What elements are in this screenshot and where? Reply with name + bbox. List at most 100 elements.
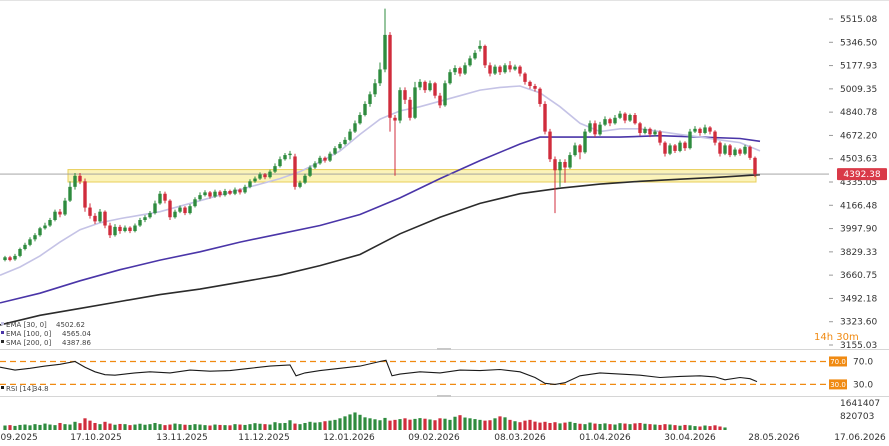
candle-body bbox=[433, 83, 437, 96]
candle bbox=[53, 209, 57, 222]
candle bbox=[543, 101, 547, 135]
candle-body bbox=[513, 66, 517, 70]
candle-body bbox=[728, 145, 732, 156]
candle-body bbox=[208, 192, 212, 197]
volume-bar bbox=[398, 419, 402, 430]
volume-bar bbox=[538, 422, 542, 430]
candle-body bbox=[658, 131, 662, 143]
candle bbox=[413, 81, 417, 120]
ema100-legend-label: EMA [100, 0] bbox=[6, 330, 51, 338]
volume-bar bbox=[598, 423, 602, 430]
volume-bar bbox=[123, 424, 127, 430]
candle bbox=[188, 204, 192, 215]
candle bbox=[423, 80, 427, 93]
rsi-overbought-badge bbox=[829, 356, 847, 367]
candle-body bbox=[393, 117, 397, 121]
volume-bar bbox=[228, 425, 232, 430]
candle bbox=[73, 173, 77, 190]
candle-body bbox=[688, 131, 692, 149]
rsi-panel-resize-handle[interactable] bbox=[437, 348, 451, 350]
candle bbox=[473, 50, 477, 60]
candle-body bbox=[398, 90, 402, 121]
candle-body bbox=[68, 186, 72, 201]
price-axis-tick-label: 5177.93 bbox=[840, 62, 877, 72]
candle-body bbox=[193, 199, 197, 207]
volume-bar bbox=[78, 423, 82, 430]
candle bbox=[578, 144, 582, 160]
candle-body bbox=[23, 244, 27, 250]
candle bbox=[483, 44, 487, 69]
time-axis-label: 11.12.2025 bbox=[238, 433, 290, 443]
time-axis-label: 08.03.2026 bbox=[494, 433, 546, 443]
candle-body bbox=[718, 142, 722, 154]
price-axis-tick-label: 3660.75 bbox=[840, 271, 877, 281]
candle-body bbox=[738, 149, 742, 154]
candle bbox=[388, 32, 392, 132]
volume-bar bbox=[698, 426, 702, 430]
sma200-legend-value: 4387.86 bbox=[62, 339, 91, 347]
candle bbox=[688, 128, 692, 150]
candle bbox=[448, 69, 452, 85]
candle bbox=[408, 97, 412, 121]
candle-body bbox=[78, 175, 82, 182]
candle bbox=[278, 156, 282, 168]
candle bbox=[568, 152, 572, 169]
candle-body bbox=[358, 115, 362, 124]
volume-bar bbox=[418, 418, 422, 430]
time-axis-label: 17.10.2025 bbox=[70, 433, 122, 443]
volume-bar bbox=[488, 420, 492, 430]
candle-body bbox=[448, 72, 452, 84]
price-axis[interactable]: 5515.08 5346.50 5177.93 5009.35 4840.78 4672.… bbox=[829, 15, 877, 351]
time-axis[interactable]: 17.09.2025 17.10.2025 13.11.2025 11.12.2025… bbox=[0, 433, 886, 443]
volume-panel-resize-handle[interactable] bbox=[437, 395, 451, 397]
candle bbox=[83, 178, 87, 212]
volume-bar bbox=[458, 415, 462, 430]
candle-body bbox=[558, 161, 562, 171]
candle bbox=[558, 159, 562, 187]
volume-bar bbox=[688, 425, 692, 430]
volume-bar bbox=[448, 419, 452, 430]
volume-bar bbox=[528, 419, 532, 430]
volume-bar bbox=[178, 424, 182, 430]
candle-body bbox=[368, 94, 372, 104]
volume-bar bbox=[38, 424, 42, 430]
candle-body bbox=[453, 68, 457, 73]
candle bbox=[263, 173, 267, 180]
volume-bar bbox=[113, 424, 117, 430]
volume-bar bbox=[653, 424, 657, 430]
candle bbox=[8, 255, 12, 262]
volume-bar bbox=[323, 421, 327, 430]
candle-body bbox=[488, 65, 492, 74]
candle bbox=[333, 146, 337, 156]
candle bbox=[173, 209, 177, 219]
candle bbox=[248, 179, 252, 189]
candle-body bbox=[678, 142, 682, 151]
volume-bar bbox=[128, 425, 132, 430]
sma200-legend-swatch bbox=[1, 340, 4, 343]
candle-body bbox=[103, 211, 107, 226]
candle-body bbox=[238, 189, 242, 193]
candle bbox=[398, 87, 402, 124]
candle-body bbox=[618, 113, 622, 118]
candle-body bbox=[508, 65, 512, 70]
candle-body bbox=[28, 239, 32, 245]
candle bbox=[198, 192, 202, 201]
candle bbox=[508, 61, 512, 73]
candle bbox=[623, 112, 627, 124]
volume-bar bbox=[203, 425, 207, 430]
candle bbox=[228, 189, 232, 196]
volume-bar bbox=[503, 417, 507, 430]
candle bbox=[523, 72, 527, 85]
support-zone bbox=[67, 169, 757, 183]
candle bbox=[313, 161, 317, 169]
volume-bar bbox=[168, 424, 172, 430]
candle-body bbox=[133, 225, 137, 232]
volume-bar bbox=[588, 422, 592, 430]
candle-body bbox=[638, 123, 642, 133]
volume-bar bbox=[13, 425, 17, 430]
candle bbox=[658, 130, 662, 146]
price-axis-tick-label: 5515.08 bbox=[840, 15, 877, 25]
candle-body bbox=[73, 175, 77, 187]
candle-body bbox=[313, 163, 317, 168]
